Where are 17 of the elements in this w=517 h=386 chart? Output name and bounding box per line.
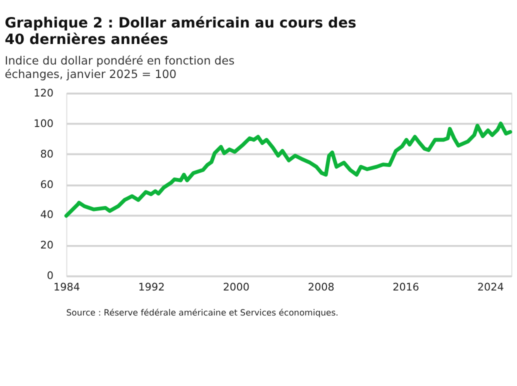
y-tick-label: 80 — [40, 148, 54, 160]
y-tick-label: 120 — [34, 87, 54, 100]
x-tick-label: 2024 — [477, 281, 504, 294]
y-tick-label: 0 — [46, 270, 54, 282]
source-note: Source : Réserve fédérale américaine et Services économiques. — [66, 308, 338, 319]
y-tick-label: 60 — [40, 178, 54, 191]
y-tick-label: 100 — [34, 118, 54, 130]
chart-title: Graphique 2 : Dollar américain au cours des 40 dernières années — [4, 16, 356, 48]
x-tick-label: 2008 — [308, 281, 334, 294]
x-tick-label: 2000 — [223, 281, 250, 294]
y-tick-label: 20 — [40, 240, 54, 252]
y-axis-title: Indice du dollar pondéré en fonction des échanges, janvier 2025 = 100 — [4, 54, 235, 81]
line-series — [64, 122, 512, 218]
y-tick-label: 40 — [40, 209, 54, 222]
x-tick-label: 1992 — [138, 281, 165, 294]
x-tick-label: 2016 — [392, 281, 420, 294]
x-tick-label: 1984 — [54, 281, 80, 294]
